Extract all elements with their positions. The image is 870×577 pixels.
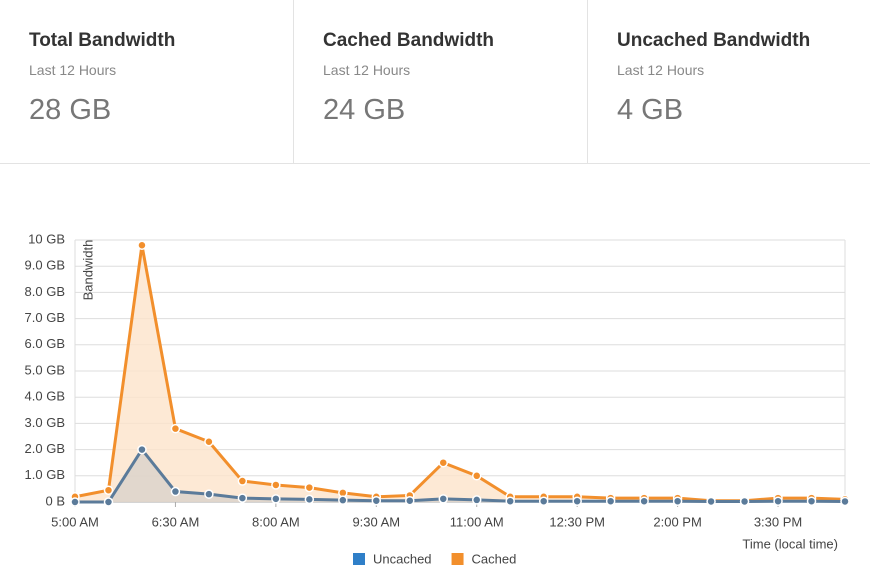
data-point xyxy=(471,471,482,481)
stat-subtitle: Last 12 Hours xyxy=(617,62,705,78)
y-tick-label: 6.0 GB xyxy=(25,336,65,351)
data-point xyxy=(405,495,415,506)
stat-title: Total Bandwidth xyxy=(29,30,176,51)
y-tick-label: 5.0 GB xyxy=(25,362,65,377)
stat-value: 24 GB xyxy=(323,94,406,126)
y-tick-label: 9.0 GB xyxy=(25,258,65,273)
legend-label[interactable]: Uncached xyxy=(373,551,432,566)
y-tick-label: 8.0 GB xyxy=(25,284,65,299)
chart: 0 B 1.0 GB 2.0 GB 3.0 GB 4.0 GB 5.0 GB 6.0 GB 7… xyxy=(25,231,850,566)
x-tick-label: 12:30 PM xyxy=(549,514,605,529)
stat-card: Total Bandwidth Last 12 Hours 28 GB xyxy=(0,0,294,163)
data-point xyxy=(204,436,214,447)
data-point xyxy=(137,444,147,455)
stat-card: Uncached Bandwidth Last 12 Hours 4 GB xyxy=(588,0,870,163)
y-tick-label: 2.0 GB xyxy=(25,441,65,456)
series-area xyxy=(75,449,845,502)
x-tick-label: 6:30 AM xyxy=(152,514,200,529)
data-point xyxy=(237,493,248,503)
data-point xyxy=(237,476,248,486)
data-point xyxy=(438,494,449,504)
series-area xyxy=(75,245,845,502)
legend-label[interactable]: Cached xyxy=(472,551,517,566)
stat-title: Cached Bandwidth xyxy=(323,30,495,51)
y-tick-label: 0 B xyxy=(45,493,65,508)
data-point xyxy=(471,495,482,505)
data-point xyxy=(271,480,281,490)
data-point xyxy=(438,457,449,468)
data-point xyxy=(338,495,348,505)
data-point xyxy=(706,496,716,507)
y-tick-label: 4.0 GB xyxy=(25,389,65,404)
x-tick-label: 3:30 PM xyxy=(754,514,802,529)
stat-card: Cached Bandwidth Last 12 Hours 24 GB xyxy=(294,0,588,163)
data-point xyxy=(304,494,315,505)
x-tick-label: 5:00 AM xyxy=(51,514,99,529)
y-tick-label: 3.0 GB xyxy=(25,415,65,430)
data-point xyxy=(639,496,649,506)
stat-subtitle: Last 12 Hours xyxy=(29,62,117,78)
data-point xyxy=(170,423,181,434)
stat-title: Uncached Bandwidth xyxy=(617,30,811,51)
data-point xyxy=(103,485,114,495)
x-tick-label: 2:00 PM xyxy=(653,514,701,529)
data-point xyxy=(271,494,281,504)
data-point xyxy=(505,496,515,506)
y-tick-label: 1.0 GB xyxy=(25,467,65,482)
stat-value: 28 GB xyxy=(29,94,112,126)
data-point xyxy=(137,240,147,250)
data-point xyxy=(572,496,582,506)
stat-subtitle: Last 12 Hours xyxy=(323,62,411,78)
y-tick-label: 10 GB xyxy=(28,231,65,246)
data-point xyxy=(773,496,783,506)
x-axis-label: Time (local time) xyxy=(742,536,838,551)
data-point xyxy=(204,489,214,499)
data-point xyxy=(538,496,549,506)
y-axis-label: Bandwidth xyxy=(80,240,95,301)
data-point xyxy=(103,497,114,507)
stats-row: Total Bandwidth Last 12 Hours 28 GB Cach… xyxy=(0,0,870,164)
data-point xyxy=(672,496,683,506)
data-point xyxy=(371,495,382,506)
legend-swatch[interactable] xyxy=(451,553,464,565)
x-tick-label: 8:00 AM xyxy=(252,514,300,529)
legend-swatch[interactable] xyxy=(353,553,365,565)
x-tick-label: 9:30 AM xyxy=(352,514,400,529)
y-tick-label: 7.0 GB xyxy=(25,310,65,325)
stat-value: 4 GB xyxy=(617,94,684,126)
series-line xyxy=(75,447,846,504)
data-point xyxy=(170,486,181,497)
data-point xyxy=(70,497,80,507)
data-point xyxy=(806,496,817,506)
data-point xyxy=(739,496,750,507)
x-tick-label: 11:00 AM xyxy=(450,514,504,529)
data-point xyxy=(304,482,315,493)
data-point xyxy=(605,496,616,506)
data-point xyxy=(840,496,850,507)
